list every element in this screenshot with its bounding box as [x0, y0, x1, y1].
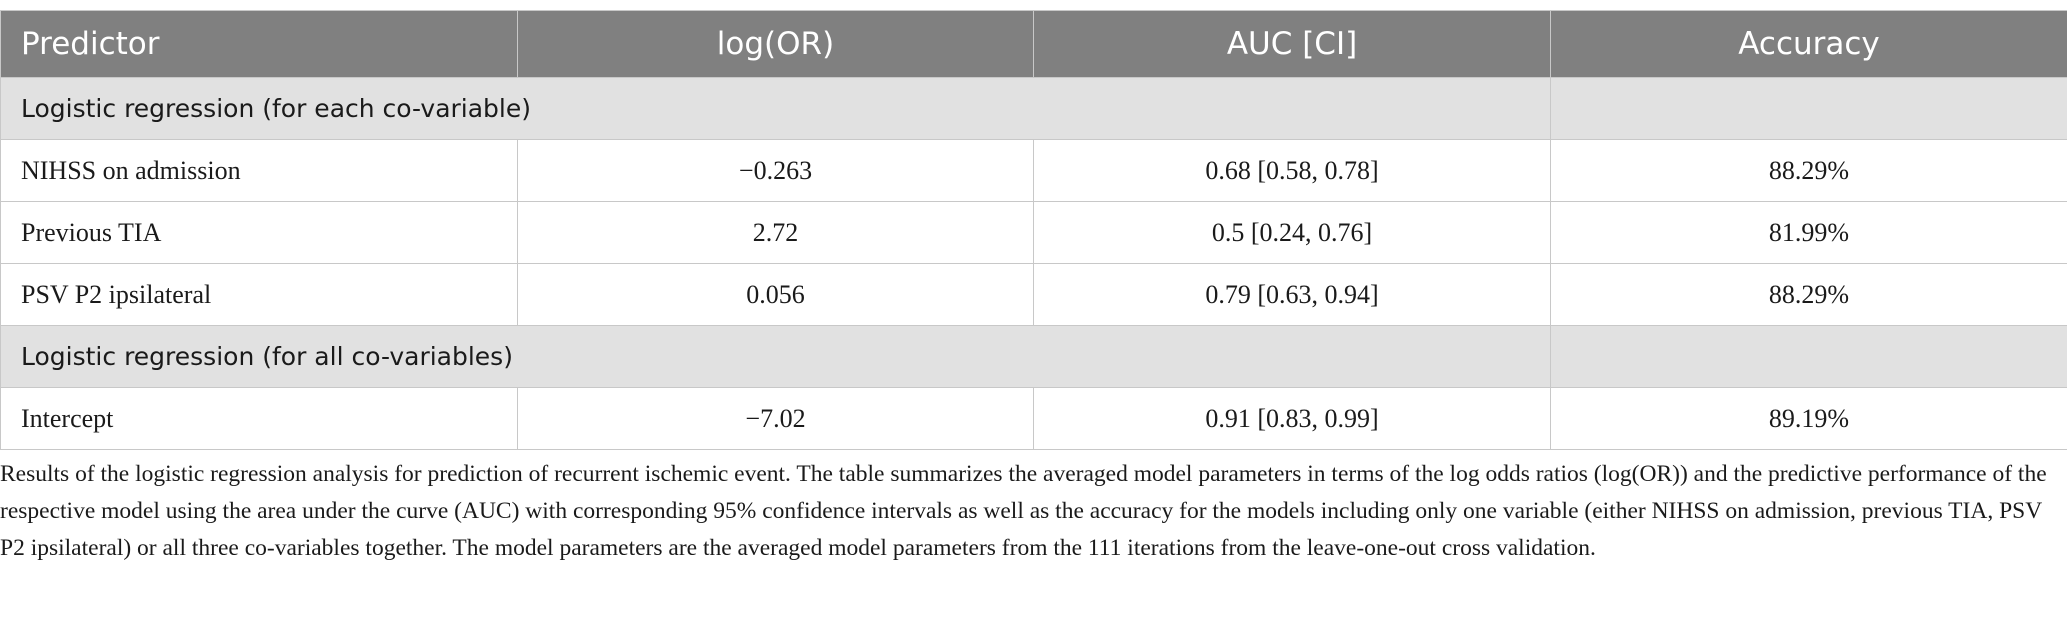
data-cell: 0.5 [0.24, 0.76]: [1033, 201, 1551, 264]
data-cell: Previous TIA: [0, 201, 518, 264]
section-title: Logistic regression (for all co-variable…: [0, 325, 1551, 388]
data-row: Previous TIA 2.72 0.5 [0.24, 0.76] 81.99%: [0, 201, 2067, 264]
data-row: NIHSS on admission −0.263 0.68 [0.58, 0.78…: [0, 139, 2067, 202]
data-cell: 0.056: [517, 263, 1034, 326]
section-row: Logistic regression (for each co-variabl…: [0, 77, 2067, 140]
section-empty-cell: [1550, 77, 2067, 140]
results-table: Predictor log(OR) AUC [CI] Accuracy Logistic…: [0, 10, 2067, 450]
data-cell: 81.99%: [1550, 201, 2067, 264]
data-cell: NIHSS on admission: [0, 139, 518, 202]
data-cell: 0.91 [0.83, 0.99]: [1033, 387, 1551, 450]
section-empty-cell: [1550, 325, 2067, 388]
data-cell: 88.29%: [1550, 263, 2067, 326]
header-row: Predictor log(OR) AUC [CI] Accuracy: [0, 10, 2067, 78]
table-body: Predictor log(OR) AUC [CI] Accuracy Logistic…: [0, 10, 2067, 450]
data-cell: 89.19%: [1550, 387, 2067, 450]
header-cell: Accuracy: [1550, 10, 2067, 78]
table-caption: Results of the logistic regression analy…: [0, 461, 2047, 561]
data-cell: 88.29%: [1550, 139, 2067, 202]
header-cell: Predictor: [0, 10, 518, 78]
data-cell: PSV P2 ipsilateral: [0, 263, 518, 326]
data-cell: −7.02: [517, 387, 1034, 450]
section-row: Logistic regression (for all co-variable…: [0, 325, 2067, 388]
data-cell: 0.68 [0.58, 0.78]: [1033, 139, 1551, 202]
data-row: PSV P2 ipsilateral 0.056 0.79 [0.63, 0.94]…: [0, 263, 2067, 326]
section-title: Logistic regression (for each co-variabl…: [0, 77, 1551, 140]
data-cell: −0.263: [517, 139, 1034, 202]
header-cell: log(OR): [517, 10, 1034, 78]
data-row: Intercept −7.02 0.91 [0.83, 0.99] 89.19%: [0, 387, 2067, 450]
data-cell: 2.72: [517, 201, 1034, 264]
data-cell: Intercept: [0, 387, 518, 450]
data-cell: 0.79 [0.63, 0.94]: [1033, 263, 1551, 326]
header-cell: AUC [CI]: [1033, 10, 1551, 78]
